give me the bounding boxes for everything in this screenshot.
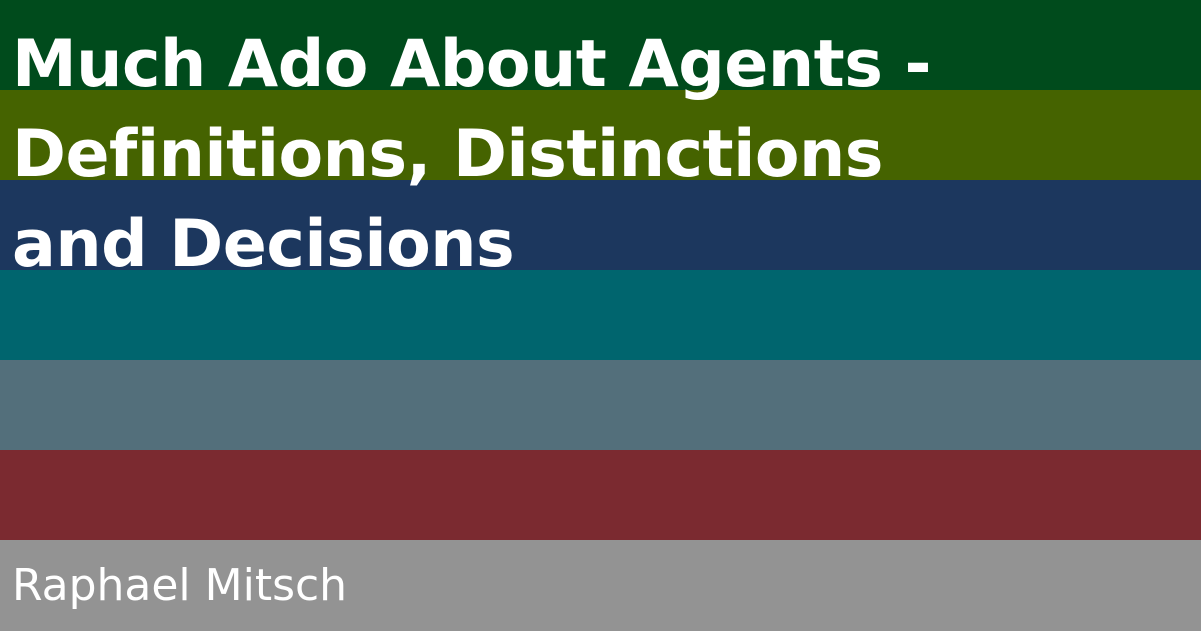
card-title: Much Ado About Agents - Definitions, Dis…	[12, 27, 932, 282]
stripe-olive-green	[0, 90, 1201, 180]
stripe-teal	[0, 270, 1201, 360]
stripe-gray	[0, 540, 1201, 631]
stripe-navy	[0, 180, 1201, 270]
author-name: Raphael Mitsch	[12, 560, 348, 611]
stripe-crimson	[0, 450, 1201, 540]
stripe-slate	[0, 360, 1201, 450]
stripe-dark-green	[0, 0, 1201, 90]
